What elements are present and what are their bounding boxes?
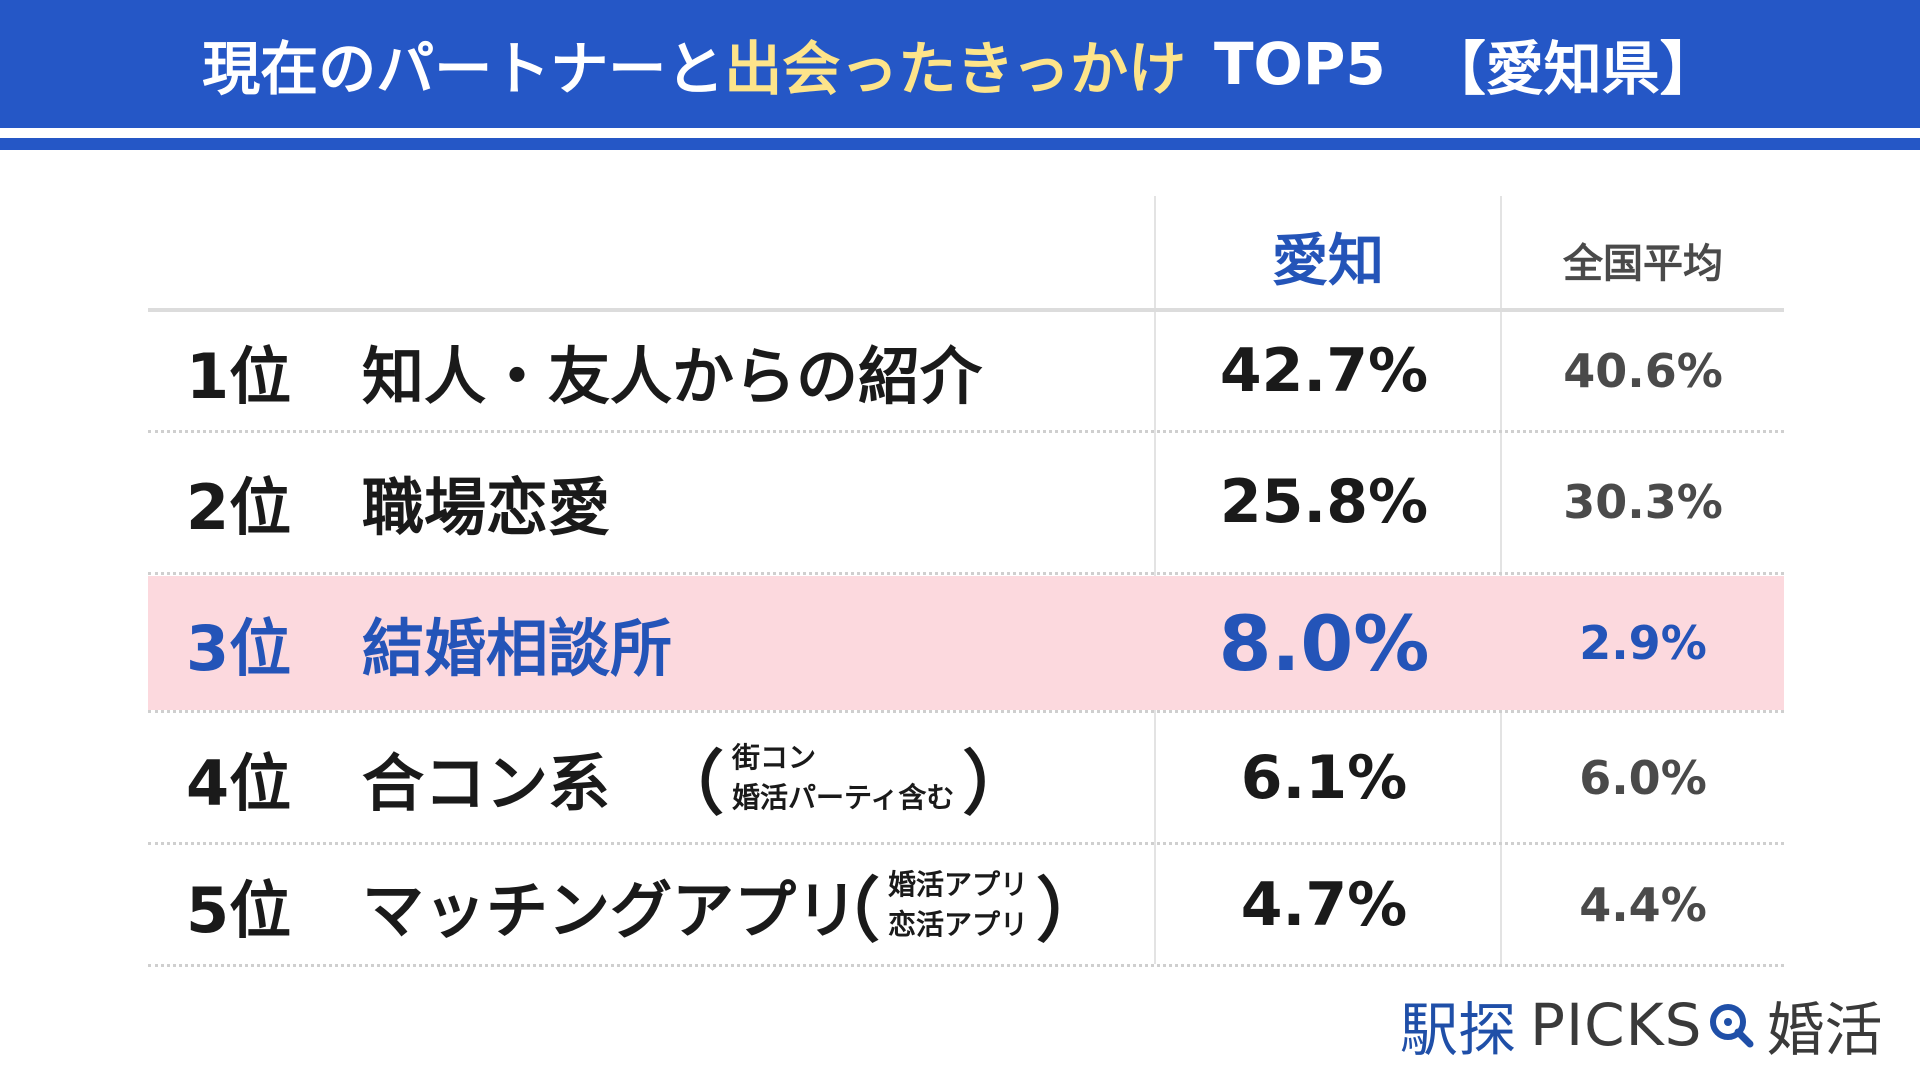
row-divider [148, 710, 1784, 713]
row-label: 結婚相談所 [362, 612, 673, 685]
column-header-aichi: 愛知 [1272, 228, 1384, 294]
table-row-4: 4位 合コン系 （ 街コン 婚活パーティ含む ） 6.1% 6.0% [148, 714, 1784, 842]
row-divider [148, 430, 1784, 433]
rank: 1位 [186, 340, 292, 413]
note-close-paren: ） [1036, 869, 1107, 952]
aichi-value: 4.7% [1240, 870, 1408, 940]
brand-logo: 駅探 PICKS 婚活 [1400, 990, 1882, 1064]
row-divider [148, 572, 1784, 575]
logo-suffix-text: 婚活 [1766, 996, 1883, 1064]
row-label: 知人・友人からの紹介 [362, 340, 983, 413]
national-value: 4.4% [1579, 878, 1707, 932]
note-open-paren: （ [810, 869, 880, 952]
aichi-value: 42.7% [1219, 336, 1429, 406]
note-line-2: 婚活パーティ含む [732, 781, 955, 814]
table-row-5: 5位 マッチングアプリ （ 婚活アプリ 恋活アプリ ） 4.7% 4.4% [148, 846, 1784, 964]
row-divider [148, 964, 1784, 967]
header-underline [148, 308, 1784, 312]
table-row-1: 1位 知人・友人からの紹介 42.7% 40.6% [148, 312, 1784, 430]
national-value: 2.9% [1579, 616, 1707, 670]
aichi-value: 8.0% [1218, 598, 1430, 688]
national-value: 6.0% [1579, 751, 1707, 805]
column-header-national: 全国平均 [1563, 241, 1723, 287]
row-label: 合コン系 [362, 747, 611, 820]
note-line-1: 街コン [732, 741, 817, 774]
table-row-3-highlight: 3位 結婚相談所 8.0% 2.9% [148, 576, 1784, 710]
table-row-2: 2位 職場恋愛 25.8% 30.3% [148, 434, 1784, 570]
row-label: 職場恋愛 [362, 471, 611, 544]
row-divider [148, 842, 1784, 845]
aichi-value: 6.1% [1240, 743, 1408, 813]
logo-main-text: 駅探 [1400, 996, 1517, 1064]
row-note: （ 婚活アプリ 恋活アプリ ） [810, 846, 1106, 964]
title-part-4: 【愛知県】 [1427, 35, 1718, 103]
row-note: （ 街コン 婚活パーティ含む ） [654, 714, 1032, 842]
note-line-1: 婚活アプリ [888, 868, 1029, 901]
aichi-value: 25.8% [1219, 467, 1429, 537]
magnifier-q-icon [1710, 1004, 1754, 1048]
title-part-2: 出会ったきっかけ [724, 35, 1186, 103]
note-close-paren: ） [962, 742, 1033, 825]
title-part-3: TOP5 [1213, 30, 1386, 98]
title-banner [0, 0, 1920, 128]
national-value: 30.3% [1563, 475, 1723, 529]
title-part-1: 現在のパートナーと [202, 35, 725, 103]
note-line-2: 恋活アプリ [888, 908, 1029, 941]
national-value: 40.6% [1563, 344, 1723, 398]
rank: 4位 [186, 747, 292, 820]
row-label: マッチングアプリ [362, 874, 859, 947]
note-open-paren: （ [654, 742, 724, 825]
page-title: 現在のパートナーと 出会ったきっかけ TOP5 【愛知県】 [0, 0, 1920, 128]
rank: 2位 [186, 471, 292, 544]
banner-stripe [0, 138, 1920, 150]
rank: 5位 [186, 874, 292, 947]
rank: 3位 [186, 612, 292, 685]
logo-picks-text: PICKS [1530, 991, 1703, 1059]
